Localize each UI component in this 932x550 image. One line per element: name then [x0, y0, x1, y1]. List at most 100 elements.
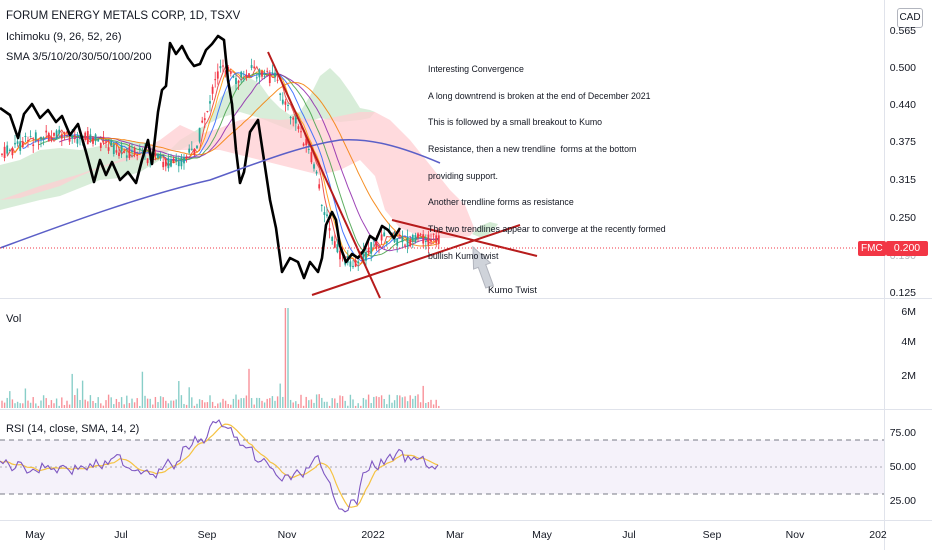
volume-bar: [110, 397, 112, 408]
volume-bar: [48, 405, 50, 408]
price-candle: [3, 142, 6, 162]
price-candle: [8, 148, 11, 152]
ichimoku-legend[interactable]: Ichimoku (9, 26, 52, 26): [6, 31, 122, 43]
price-candle: [331, 235, 334, 245]
price-candle: [203, 112, 206, 128]
price-candle: [367, 239, 370, 257]
volume-bar: [269, 398, 271, 408]
price-candle: [40, 136, 42, 148]
price-candle: [271, 64, 274, 75]
price-candle: [365, 246, 367, 268]
volume-bar: [188, 387, 190, 408]
volume-bar: [370, 403, 372, 408]
volume-bar: [331, 398, 333, 408]
price-candle: [92, 136, 94, 147]
price-candle: [175, 153, 178, 166]
volume-bar: [61, 397, 63, 408]
convergence-note[interactable]: Interesting Convergence A long downtrend…: [428, 47, 666, 279]
price-candle: [380, 230, 383, 245]
volume-bar: [81, 380, 84, 408]
price-candle: [55, 129, 58, 140]
volume-bar: [63, 405, 66, 408]
price-candle: [284, 98, 287, 112]
volume-bar: [360, 405, 362, 408]
volume-bar: [417, 394, 419, 408]
volume-bar: [302, 405, 305, 408]
price-candle: [76, 131, 79, 148]
volume-bar: [211, 401, 214, 408]
price-candle: [406, 229, 409, 254]
volume-bar: [139, 405, 141, 408]
time-axis-label: Sep: [197, 529, 217, 541]
volume-legend[interactable]: Vol: [6, 313, 22, 325]
note-line: bullish Kumo twist: [428, 250, 499, 261]
volume-bar: [362, 397, 365, 408]
currency-button[interactable]: CAD: [897, 8, 923, 28]
volume-bar: [165, 400, 167, 408]
volume-bar: [172, 400, 175, 408]
price-axis-label: 0.440: [889, 99, 916, 111]
volume-bar: [297, 403, 300, 408]
volume-bar: [318, 394, 320, 408]
volume-bar: [97, 397, 99, 408]
volume-bar: [425, 403, 427, 408]
price-candle: [240, 70, 243, 83]
volume-bar: [37, 405, 40, 408]
price-candle: [198, 127, 201, 144]
price-candle: [73, 129, 76, 143]
volume-bar: [427, 402, 430, 408]
symbol-badge[interactable]: FMC: [858, 241, 886, 256]
sma-legend[interactable]: SMA 3/5/10/20/30/50/100/200: [6, 51, 152, 63]
volume-bar: [120, 397, 123, 408]
price-candle: [229, 68, 232, 77]
volume-bar: [1, 400, 3, 408]
volume-bar: [224, 400, 227, 408]
volume-axis-label: 6M: [901, 306, 916, 318]
price-axis-label: 0.500: [889, 62, 916, 74]
volume-bar: [87, 401, 89, 408]
price-candle: [138, 144, 141, 154]
price-candle: [214, 71, 217, 88]
volume-bar: [157, 402, 159, 408]
kumo-twist-label[interactable]: Kumo Twist: [488, 285, 537, 296]
price-candle: [177, 155, 180, 173]
price-candle: [63, 131, 66, 141]
volume-bar: [391, 402, 393, 408]
volume-bar: [308, 400, 310, 408]
price-candle: [190, 141, 193, 151]
volume-bar: [266, 398, 268, 408]
price-axis-label: 0.315: [889, 174, 916, 186]
price-candle: [102, 130, 105, 145]
volume-bar: [276, 396, 279, 408]
price-candle: [42, 136, 45, 146]
last-price-badge[interactable]: 0.200: [886, 241, 928, 256]
price-candle: [305, 136, 308, 153]
price-candle: [89, 128, 92, 143]
volume-bar: [323, 401, 326, 408]
note-line: Resistance, then a new trendline forms a…: [428, 143, 637, 154]
price-axis-label: 0.375: [889, 136, 916, 148]
price-candle: [258, 68, 261, 84]
note-line: Interesting Convergence: [428, 63, 524, 74]
volume-bar: [42, 395, 45, 408]
price-candle: [136, 153, 139, 161]
volume-bar: [409, 395, 411, 408]
price-candle: [396, 238, 399, 253]
price-candle: [125, 147, 128, 162]
price-candle: [47, 131, 50, 142]
price-candle: [383, 229, 386, 237]
price-candle: [237, 79, 240, 90]
volume-bar: [321, 397, 323, 408]
price-candle: [157, 153, 159, 160]
rsi-legend[interactable]: RSI (14, close, SMA, 14, 2): [6, 423, 140, 435]
price-candle: [339, 246, 341, 267]
price-candle: [107, 139, 110, 154]
price-candle: [34, 129, 37, 143]
price-candle: [170, 153, 172, 168]
price-candle: [261, 69, 263, 80]
price-candle: [209, 94, 211, 112]
volume-bar: [282, 396, 284, 408]
ichimoku-cloud-bull-2: [472, 222, 498, 238]
